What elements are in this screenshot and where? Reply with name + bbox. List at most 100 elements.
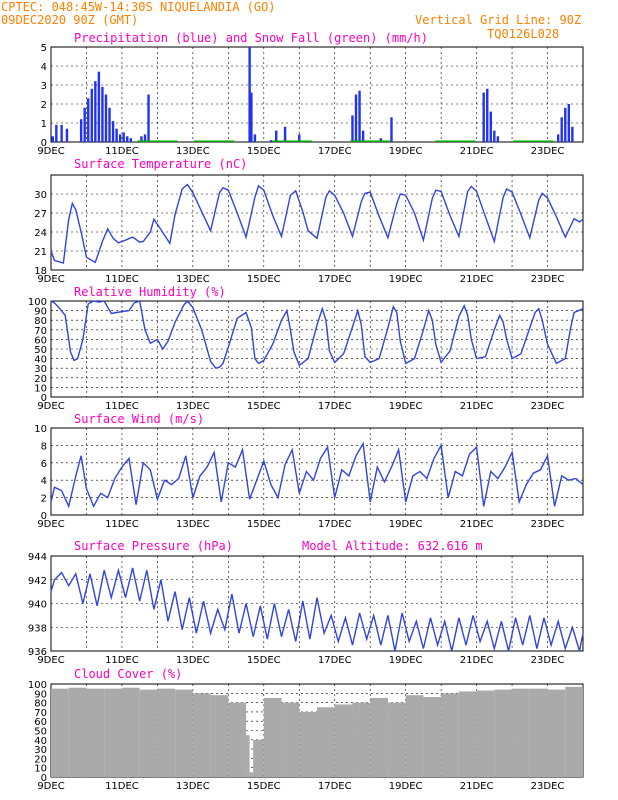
cloud-bar (476, 690, 495, 777)
precip-bar (104, 94, 108, 142)
y-tick-label: 20 (34, 374, 47, 385)
snow-bar (137, 140, 178, 142)
precip-bar (115, 128, 118, 142)
x-tick-label: 15DEC (247, 146, 281, 157)
x-tick-label: 13DEC (176, 146, 210, 157)
panel-title: Precipitation (blue) and Snow Fall (gree… (74, 31, 428, 45)
y-tick-label: 10 (34, 383, 47, 394)
precip-bar (118, 134, 122, 142)
panel-4: 0 2 4 6 8 10 9DEC 11DEC 13DEC 15DEC 17DEC 19DEC 21DE… (34, 412, 584, 530)
x-tick-label: 11DEC (105, 519, 139, 530)
panel-title: Surface Temperature (nC) (74, 157, 247, 171)
x-tick-label: 13DEC (176, 274, 210, 285)
x-tick-label: 21DEC (460, 519, 494, 530)
y-tick-label: 4 (41, 476, 47, 487)
x-tick-label: 21DEC (460, 401, 494, 412)
x-tick-label: 9DEC (37, 519, 64, 530)
x-tick-label: 17DEC (318, 781, 352, 792)
x-tick-label: 11DEC (105, 781, 139, 792)
snow-bar (194, 140, 235, 142)
precip-bar (101, 86, 104, 142)
precip-bar (496, 136, 500, 142)
cloud-bar (228, 702, 247, 777)
y-tick-label: 70 (34, 326, 47, 337)
panel-title: Cloud Cover (%) (74, 667, 182, 681)
x-tick-label: 17DEC (318, 655, 352, 666)
cloud-bar (86, 688, 105, 777)
snow-bar (350, 140, 391, 142)
grid-note: Vertical Grid Line: 90Z (415, 13, 582, 27)
y-tick-label: 944 (28, 552, 47, 563)
cloud-bar (547, 689, 566, 777)
x-tick-label: 9DEC (37, 655, 64, 666)
cloud-bar (192, 693, 211, 777)
y-tick-label: 20 (34, 754, 47, 765)
precip-bar (147, 94, 150, 142)
precip-bar (51, 136, 54, 142)
x-tick-label: 19DEC (389, 655, 423, 666)
panel-title: Relative Humidity (%) (74, 285, 226, 299)
y-tick-label: 0 (41, 773, 47, 784)
y-tick-label: 1 (41, 119, 47, 130)
x-tick-label: 21DEC (460, 781, 494, 792)
cloud-bar (210, 695, 229, 777)
precip-bar (94, 81, 97, 142)
x-tick-label: 15DEC (247, 274, 281, 285)
cloud-bar (334, 704, 353, 777)
y-tick-label: 40 (34, 736, 47, 747)
precip-bar (253, 134, 257, 142)
x-tick-label: 19DEC (389, 781, 423, 792)
precip-bar (79, 119, 83, 142)
y-tick-label: 18 (34, 266, 47, 277)
x-tick-label: 23DEC (531, 519, 565, 530)
station-header: CPTEC: 048:45W-14:30S NIQUELANDIA (GO) (1, 0, 276, 14)
x-tick-label: 19DEC (389, 274, 423, 285)
cloud-bars (51, 686, 583, 777)
precip-bar (108, 107, 111, 142)
cloud-bar (458, 691, 477, 777)
x-tick-label: 11DEC (105, 401, 139, 412)
x-tick-label: 23DEC (531, 274, 565, 285)
cloud-bar (51, 688, 69, 777)
x-tick-label: 17DEC (318, 274, 352, 285)
precip-bar (143, 134, 147, 142)
x-tick-label: 13DEC (176, 519, 210, 530)
precip-bar (97, 71, 101, 142)
panel-frame (50, 46, 584, 143)
panel-1: 0 1 2 3 4 5 9DEC 11DEC 13DEC 15DEC 17DEC 19DEC 21DEC… (37, 31, 584, 157)
precip-bar (87, 98, 90, 142)
x-tick-label: 11DEC (105, 655, 139, 666)
cloud-bar (246, 735, 250, 777)
cloud-bar (299, 711, 317, 777)
x-tick-label: 9DEC (37, 401, 64, 412)
precip-bar (560, 117, 563, 142)
x-tick-label: 21DEC (460, 655, 494, 666)
cloud-bar (104, 688, 122, 777)
x-tick-label: 15DEC (247, 401, 281, 412)
precip-bar (493, 130, 496, 142)
x-tick-label: 17DEC (318, 401, 352, 412)
precip-bar (564, 107, 567, 142)
y-tick-label: 60 (34, 717, 47, 728)
x-tick-label: 17DEC (318, 519, 352, 530)
precip-bar (269, 140, 273, 142)
cloud-bar (387, 702, 406, 777)
precip-bar (126, 136, 129, 142)
panel-frame (50, 174, 584, 271)
y-tick-label: 24 (34, 228, 47, 239)
panel-annotation: Model Altitude: 632.616 m (302, 539, 483, 553)
cloud-bar (139, 689, 158, 777)
cloud-bar (253, 739, 264, 777)
precip-bar (60, 124, 63, 142)
precip-bar (122, 132, 125, 142)
precip-bar (361, 130, 365, 142)
x-tick-label: 17DEC (318, 146, 352, 157)
precip-bar (482, 92, 485, 142)
precip-bar (140, 136, 143, 142)
x-tick-label: 13DEC (176, 655, 210, 666)
precip-bar (390, 117, 393, 142)
y-tick-label: 60 (34, 335, 47, 346)
cloud-bar (405, 695, 424, 777)
cloud-bar (529, 688, 548, 777)
